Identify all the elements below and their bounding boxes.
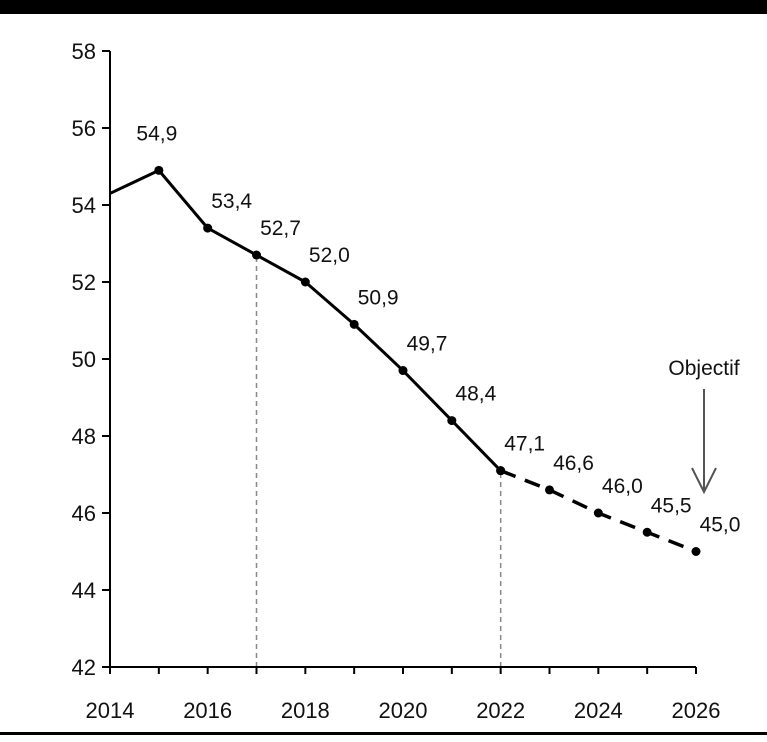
y-tick-label: 48 [72, 424, 96, 449]
data-label: 50,9 [358, 286, 399, 309]
y-tick-label: 54 [72, 193, 96, 218]
series-group [109, 165, 701, 556]
data-label: 49,7 [407, 333, 448, 356]
data-label: 45,0 [700, 514, 741, 537]
y-tick-label: 42 [72, 655, 96, 680]
data-point [203, 223, 213, 233]
data-point [496, 466, 506, 476]
data-point [593, 508, 603, 518]
data-point [545, 485, 554, 495]
x-tick-label: 2024 [574, 698, 623, 723]
data-point [642, 527, 652, 537]
series-line-solid [109, 168, 502, 472]
x-tick-label: 2016 [183, 698, 232, 723]
data-point [447, 416, 457, 426]
data-label: 54,9 [136, 122, 177, 145]
data-point [349, 319, 359, 329]
data-label: 48,4 [455, 383, 496, 406]
y-tick-label: 56 [72, 116, 96, 141]
data-label: 52,0 [309, 244, 350, 267]
x-tick-label: 2026 [672, 698, 721, 723]
y-tick-label: 52 [72, 270, 96, 295]
data-label: 46,6 [553, 452, 594, 475]
data-label: 46,0 [602, 475, 643, 498]
x-tick-label: 2018 [281, 698, 330, 723]
data-point [691, 547, 701, 556]
data-label: 45,5 [651, 494, 692, 517]
axes: 42 44 46 48 50 52 54 56 58 2014 2016 2018 2020 2022 20… [72, 39, 721, 723]
reference-lines [255, 255, 502, 667]
objectif-annotation: Objectif [668, 357, 740, 495]
y-tick-label: 58 [72, 39, 96, 64]
data-point [300, 277, 310, 287]
data-label: 47,1 [504, 433, 545, 456]
data-point [398, 366, 408, 376]
top-rule [0, 0, 767, 14]
data-point [252, 250, 261, 260]
data-label: 52,7 [260, 217, 301, 240]
data-point [154, 165, 164, 175]
y-tick-label: 46 [72, 501, 96, 526]
x-tick-label: 2014 [86, 698, 135, 723]
y-tick-label: 44 [72, 578, 96, 603]
y-tick-label: 50 [72, 347, 96, 372]
data-label: 53,4 [211, 190, 252, 213]
data-labels: 54,9 53,4 52,7 52,0 50,9 49,7 48,4 47,1 46,6 46,0… [136, 122, 740, 536]
bottom-rule [0, 732, 767, 735]
objectif-label: Objectif [668, 357, 739, 380]
x-tick-label: 2020 [379, 698, 428, 723]
objectif-arrow-head [691, 467, 717, 495]
x-tick-label: 2022 [476, 698, 525, 723]
